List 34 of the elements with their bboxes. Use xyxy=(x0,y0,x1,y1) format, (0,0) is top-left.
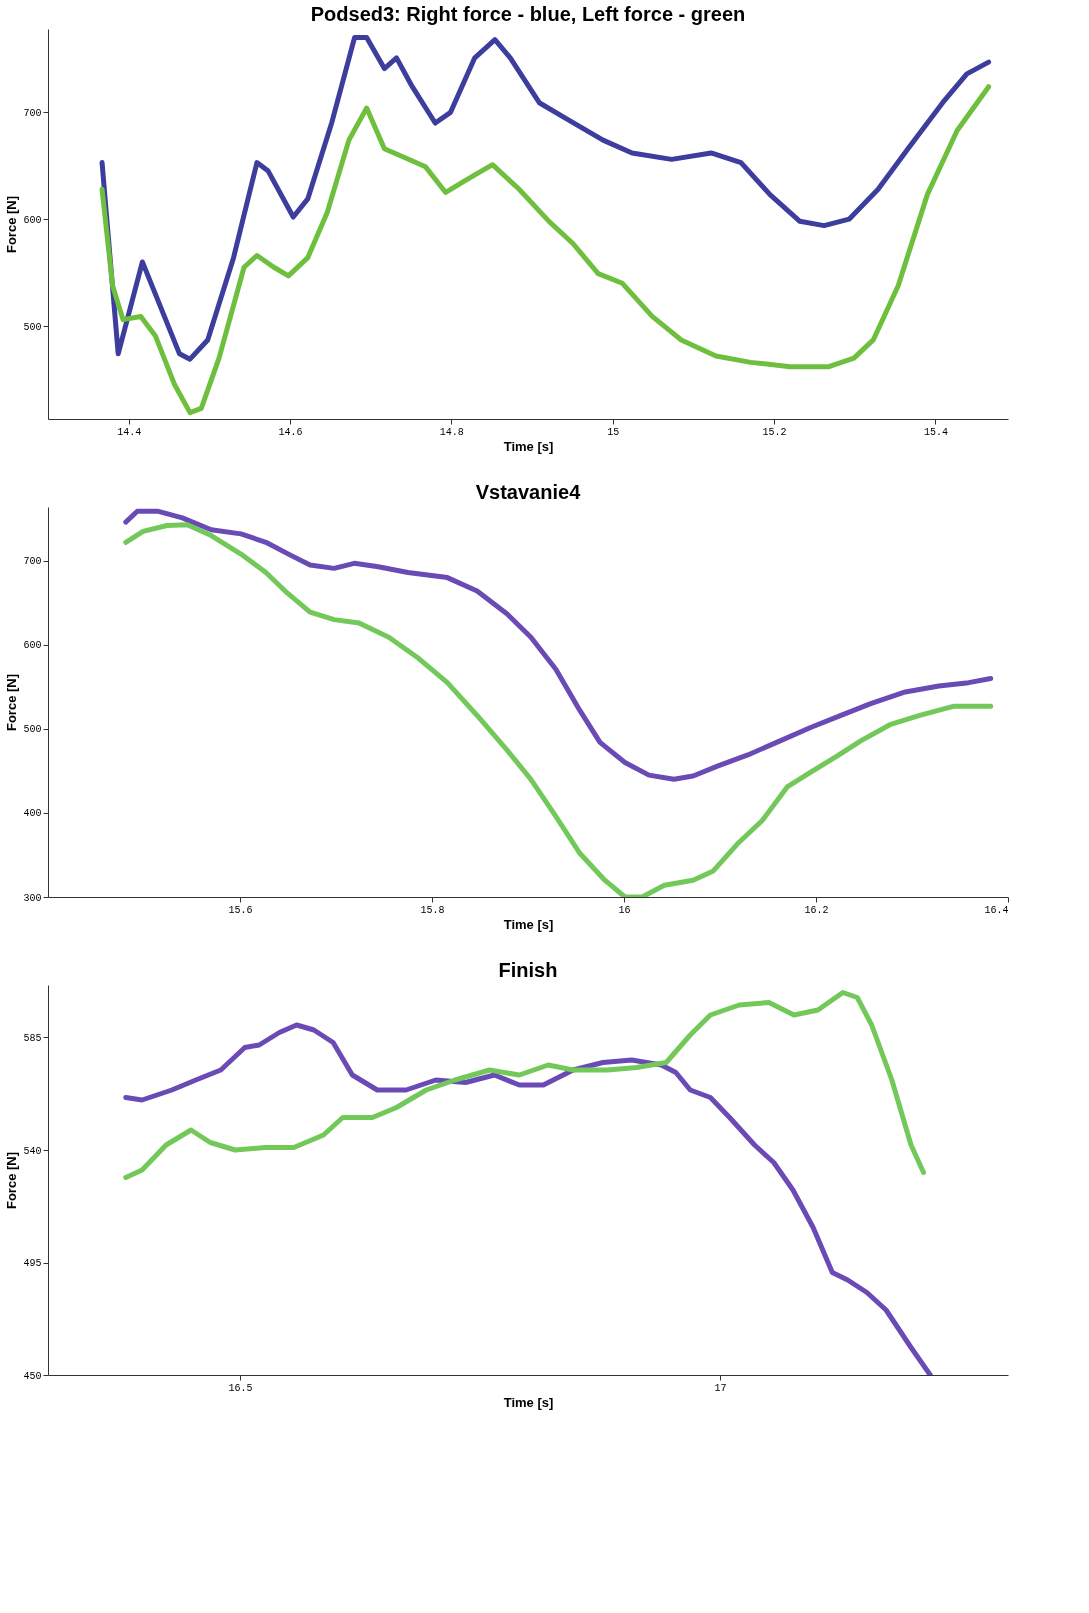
y-tick-label: 450 xyxy=(23,1370,42,1382)
y-tick-label: 400 xyxy=(23,808,42,820)
x-tick-label: 15.4 xyxy=(923,426,948,438)
y-tick-label: 600 xyxy=(23,214,42,226)
chart-title: Podsed3: Right force - blue, Left force - green xyxy=(310,3,746,25)
x-tick-label: 14.4 xyxy=(117,426,142,438)
x-tick-label: 15.6 xyxy=(228,904,253,916)
x-tick-label: 14.8 xyxy=(439,426,464,438)
x-tick-label: 16.2 xyxy=(804,904,829,916)
y-tick-label: 500 xyxy=(23,724,42,736)
x-tick-label: 15.8 xyxy=(420,904,445,916)
y-axis-title: Force [N] xyxy=(4,195,20,254)
x-axis-title: Time [s] xyxy=(503,916,554,932)
x-tick-label: 16 xyxy=(618,904,631,916)
y-axis-title: Force [N] xyxy=(4,673,20,732)
x-tick-label: 15.2 xyxy=(762,426,787,438)
y-tick-label: 600 xyxy=(23,640,42,652)
y-tick-label: 700 xyxy=(23,107,42,119)
y-tick-label: 495 xyxy=(23,1258,42,1269)
y-tick-label: 500 xyxy=(23,321,42,333)
chart-title: Vstavanie4 xyxy=(475,481,582,503)
x-tick-label: 14.6 xyxy=(278,426,303,438)
x-tick-label: 17 xyxy=(714,1382,727,1394)
x-tick-label: 16.4 xyxy=(984,904,1009,916)
x-tick-label: 15 xyxy=(607,426,620,438)
x-axis-title: Time [s] xyxy=(503,1394,554,1410)
x-axis-title: Time [s] xyxy=(503,438,554,454)
y-tick-label: 700 xyxy=(23,556,42,568)
x-tick-label: 16.5 xyxy=(228,1382,253,1394)
y-tick-label: 585 xyxy=(23,1033,42,1044)
chart-title: Finish xyxy=(498,959,558,981)
y-tick-label: 540 xyxy=(23,1145,42,1157)
y-tick-label: 300 xyxy=(23,892,42,904)
y-axis-title: Force [N] xyxy=(4,1151,20,1210)
